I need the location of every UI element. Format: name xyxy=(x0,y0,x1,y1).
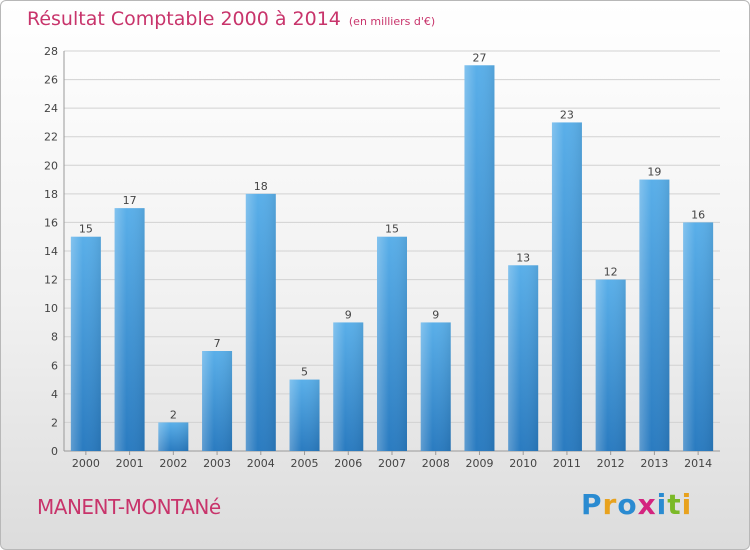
x-tick-label: 2012 xyxy=(597,457,625,470)
bar-shade xyxy=(245,193,276,451)
bar-shade xyxy=(377,236,407,451)
x-tick-label: 2014 xyxy=(684,457,712,470)
logo-letter: P xyxy=(581,488,603,521)
bar-value-label: 5 xyxy=(301,366,308,379)
bar-shade xyxy=(420,322,451,451)
bar-shade xyxy=(639,179,670,452)
y-tick-label: 10 xyxy=(44,302,58,315)
bar-value-label: 23 xyxy=(560,108,574,121)
logo-letter: o xyxy=(617,488,638,521)
y-tick-label: 20 xyxy=(44,159,58,172)
x-tick-label: 2003 xyxy=(203,457,231,470)
y-tick-label: 2 xyxy=(51,416,58,429)
x-tick-label: 2001 xyxy=(116,457,144,470)
bar-value-label: 18 xyxy=(254,180,268,193)
x-tick-label: 2013 xyxy=(640,457,668,470)
bar-value-label: 2 xyxy=(170,408,177,421)
bar-value-label: 13 xyxy=(516,251,530,264)
x-tick-label: 2004 xyxy=(247,457,275,470)
y-tick-label: 6 xyxy=(51,359,58,372)
y-tick-label: 0 xyxy=(51,445,58,458)
x-tick-label: 2006 xyxy=(334,457,362,470)
x-tick-label: 2005 xyxy=(291,457,319,470)
x-tick-label: 2007 xyxy=(378,457,406,470)
bar-shade xyxy=(508,265,539,451)
bar-value-label: 7 xyxy=(214,337,221,350)
y-tick-label: 16 xyxy=(44,216,58,229)
bar-value-label: 19 xyxy=(647,166,661,179)
bar-value-label: 15 xyxy=(385,223,399,236)
logo-letter: x xyxy=(637,488,657,521)
bar-shade xyxy=(289,379,320,451)
bar-value-label: 15 xyxy=(79,223,93,236)
bar-value-label: 27 xyxy=(472,51,486,64)
bar-shade xyxy=(70,236,101,451)
logo-letter: i xyxy=(656,488,668,521)
chart-subtitle: (en milliers d'€) xyxy=(348,15,436,28)
x-tick-label: 2010 xyxy=(509,457,537,470)
bar-shade xyxy=(202,351,233,451)
x-tick-label: 2008 xyxy=(422,457,450,470)
bar-shade xyxy=(551,122,582,451)
x-tick-label: 2011 xyxy=(553,457,581,470)
y-tick-label: 18 xyxy=(44,188,58,201)
logo-letter: t xyxy=(667,488,682,521)
bar-value-label: 9 xyxy=(345,308,352,321)
y-tick-label: 24 xyxy=(44,102,58,115)
bar-shade xyxy=(158,422,189,451)
y-tick-label: 28 xyxy=(44,45,58,58)
bar-shade xyxy=(595,279,626,451)
bar-shade xyxy=(333,322,364,451)
bar-value-label: 12 xyxy=(604,266,618,279)
y-tick-label: 26 xyxy=(44,74,58,87)
y-tick-label: 8 xyxy=(51,331,58,344)
commune-name: MANENT-MONTANé xyxy=(37,495,221,519)
y-tick-label: 14 xyxy=(44,245,58,258)
chart-title-text: Résultat Comptable 2000 à 2014 xyxy=(27,8,341,30)
logo-letter: r xyxy=(602,488,618,521)
y-tick-label: 12 xyxy=(44,274,58,287)
x-tick-label: 2009 xyxy=(465,457,493,470)
bar-shade xyxy=(464,65,495,452)
chart-title: Résultat Comptable 2000 à 2014 (en millie… xyxy=(27,8,435,30)
x-tick-label: 2002 xyxy=(159,457,187,470)
y-tick-label: 4 xyxy=(51,388,58,401)
logo-letter: i xyxy=(681,488,693,521)
bar-value-label: 16 xyxy=(691,208,705,221)
bar-shade xyxy=(683,222,714,451)
bar-value-label: 9 xyxy=(432,308,439,321)
bar-shade xyxy=(114,208,145,451)
proxiti-logo: Proxiti xyxy=(581,488,692,521)
y-tick-label: 22 xyxy=(44,131,58,144)
x-tick-label: 2000 xyxy=(72,457,100,470)
bar-value-label: 17 xyxy=(123,194,137,207)
